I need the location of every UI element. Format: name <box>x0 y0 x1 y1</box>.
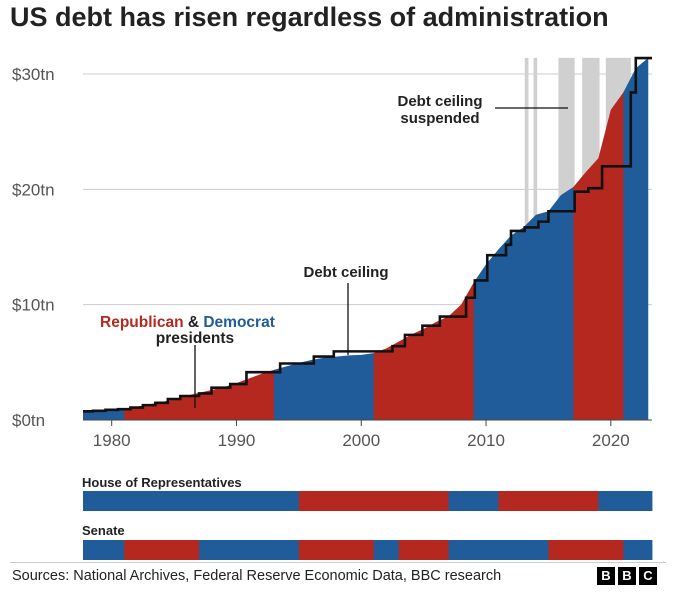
senate-bar <box>83 540 653 560</box>
house-label: House of Representatives <box>82 475 242 490</box>
legend-democrat: Democrat <box>203 314 275 331</box>
x-tick-label: 1980 <box>93 431 131 450</box>
house-republican-segment <box>298 491 450 511</box>
legend-amp: & <box>184 314 204 331</box>
bbc-logo-b2: B <box>618 567 636 585</box>
debt-ceiling-step-line <box>83 56 652 413</box>
house-democrat-segment <box>83 491 300 511</box>
debt-ceiling-line <box>83 56 652 413</box>
senate-label: Senate <box>82 523 125 538</box>
x-tick-label: 2000 <box>342 431 380 450</box>
senate-republican-segment <box>548 540 624 560</box>
house-democrat-segment <box>448 491 499 511</box>
y-tick-label: $10tn <box>12 296 55 315</box>
legend-republican: Republican <box>100 314 184 331</box>
republican-admin-area <box>573 91 624 420</box>
senate-democrat-segment <box>83 540 125 560</box>
axes: 1980 1990 2000 2010 2020 <box>83 419 652 450</box>
x-tick-label: 2010 <box>467 431 505 450</box>
house-bar <box>83 491 653 511</box>
senate-democrat-segment <box>199 540 300 560</box>
house-democrat-segment <box>598 491 653 511</box>
senate-democrat-segment <box>623 540 653 560</box>
senate-republican-segment <box>124 540 200 560</box>
suspended-annotation-line1: Debt ceiling <box>397 93 482 110</box>
y-tick-label: $30tn <box>12 65 55 84</box>
legend-presidents: presidents <box>156 330 234 347</box>
grid-layer: $0tn $10tn $20tn $30tn <box>12 65 652 430</box>
suspended-annotation-line2: suspended <box>400 110 479 127</box>
bbc-logo-c: C <box>639 567 657 585</box>
annotations: Debt ceiling Debt ceiling suspended Repu… <box>100 93 568 408</box>
democrat-admin-area <box>473 186 574 420</box>
ceiling-annotation: Debt ceiling <box>303 264 388 281</box>
senate-democrat-segment <box>373 540 400 560</box>
x-tick-label: 2020 <box>592 431 630 450</box>
x-tick-label: 1990 <box>218 431 256 450</box>
footer-divider <box>10 562 666 563</box>
y-tick-label: $0tn <box>12 411 45 430</box>
sources-text: Sources: National Archives, Federal Rese… <box>12 568 502 584</box>
y-tick-label: $20tn <box>12 180 55 199</box>
chart-title: US debt has risen regardless of administ… <box>10 2 609 32</box>
senate-republican-segment <box>298 540 375 560</box>
house-republican-segment <box>498 491 599 511</box>
democrat-admin-area <box>273 352 375 420</box>
legend-parties: Republican & Democrat <box>100 314 275 331</box>
senate-republican-segment <box>398 540 450 560</box>
bbc-logo-b1: B <box>597 567 615 585</box>
senate-democrat-segment <box>448 540 549 560</box>
debt-area <box>83 57 649 420</box>
bbc-logo: B B C <box>597 567 657 585</box>
